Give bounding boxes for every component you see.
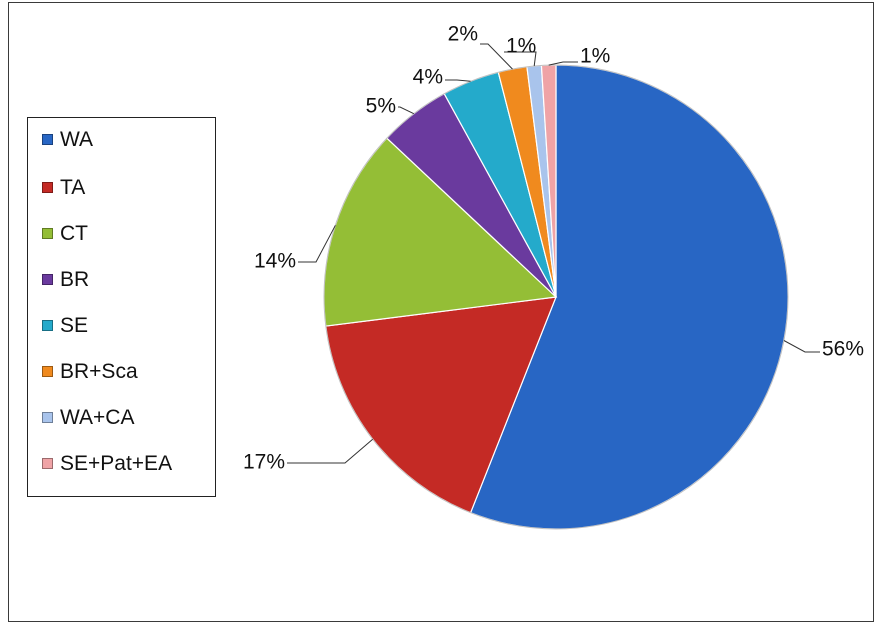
data-label-se-pat-ea: 1% bbox=[580, 45, 610, 68]
leader-line-wa-ca bbox=[504, 51, 537, 67]
legend-item-br-sca: BR+Sca bbox=[42, 358, 138, 386]
leader-line-br-sca bbox=[480, 43, 513, 70]
legend-swatch bbox=[42, 458, 53, 469]
legend-swatch bbox=[42, 274, 53, 285]
leader-line-wa bbox=[783, 340, 820, 353]
data-label-ct: 14% bbox=[254, 250, 296, 273]
legend-swatch bbox=[42, 182, 53, 193]
legend-swatch bbox=[42, 134, 53, 145]
legend-item-br: BR bbox=[42, 266, 89, 294]
leader-line-ct bbox=[298, 225, 336, 263]
legend-item-ct: CT bbox=[42, 220, 88, 248]
legend-swatch bbox=[42, 320, 53, 331]
data-label-ta: 17% bbox=[243, 451, 285, 474]
legend-label: WA+CA bbox=[60, 406, 135, 429]
legend-item-wa: WA bbox=[42, 126, 93, 154]
legend-label: BR bbox=[60, 268, 90, 291]
data-label-wa: 56% bbox=[822, 338, 864, 361]
legend-item-ta: TA bbox=[42, 174, 85, 202]
leader-line-se-pat-ea bbox=[548, 61, 578, 66]
data-label-se: 4% bbox=[413, 66, 443, 89]
legend-item-se: SE bbox=[42, 312, 88, 340]
legend-swatch bbox=[42, 228, 53, 239]
leader-line-se bbox=[445, 79, 471, 82]
data-label-br: 5% bbox=[366, 95, 396, 118]
legend-label: SE+Pat+EA bbox=[60, 452, 173, 475]
legend: WA TA CT BR SE BR+Sca WA+CA SE+Pat+EA bbox=[27, 117, 216, 497]
legend-label: CT bbox=[60, 222, 88, 245]
pie-rim bbox=[323, 64, 789, 530]
legend-item-se-pat-ea: SE+Pat+EA bbox=[42, 450, 172, 478]
leader-line-ta bbox=[287, 438, 374, 464]
legend-swatch bbox=[42, 366, 53, 377]
pie-slice-wa bbox=[469, 64, 789, 530]
pie-chart: 56% 17% 14% 5% 4%2% 1% 1% bbox=[243, 23, 864, 530]
legend-item-wa-ca: WA+CA bbox=[42, 404, 134, 432]
legend-swatch bbox=[42, 412, 53, 423]
legend-label: TA bbox=[60, 176, 86, 199]
legend-label: SE bbox=[60, 314, 89, 337]
leader-line-br bbox=[398, 106, 415, 115]
data-label-wa-ca: 1% bbox=[506, 35, 536, 58]
legend-label: BR+Sca bbox=[60, 360, 138, 383]
data-label-br-sca: 2% bbox=[448, 23, 478, 46]
legend-label: WA bbox=[60, 128, 94, 151]
